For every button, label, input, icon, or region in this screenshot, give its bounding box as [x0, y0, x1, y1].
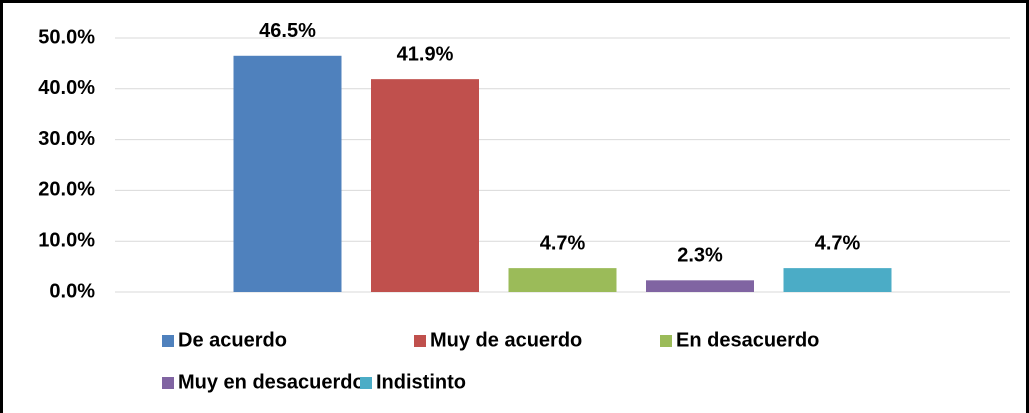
y-tick-label: 0.0% [49, 280, 95, 302]
data-label: 2.3% [677, 245, 723, 267]
data-label: 41.9% [397, 43, 454, 65]
y-tick-label: 10.0% [38, 229, 95, 251]
bar [371, 79, 479, 292]
bar [508, 268, 617, 292]
y-tick-label: 50.0% [38, 26, 95, 48]
legend-swatch [162, 377, 174, 389]
legend-swatch [660, 335, 672, 347]
data-label: 4.7% [540, 232, 586, 254]
bar [233, 55, 342, 292]
legend-label: Muy en desacuerdo [178, 371, 365, 393]
legend-swatch [360, 377, 372, 389]
legend-label: Muy de acuerdo [430, 329, 582, 351]
y-tick-label: 40.0% [38, 77, 95, 99]
y-tick-label: 30.0% [38, 128, 95, 150]
legend-label: De acuerdo [178, 329, 287, 351]
legend-label: Indistinto [376, 371, 466, 393]
legend-label: En desacuerdo [676, 329, 819, 351]
data-label: 46.5% [259, 20, 316, 42]
data-label: 4.7% [815, 232, 861, 254]
legend-swatch [414, 335, 426, 347]
bar [646, 280, 754, 292]
legend-swatch [162, 335, 174, 347]
bar [783, 268, 892, 292]
y-tick-label: 20.0% [38, 179, 95, 201]
